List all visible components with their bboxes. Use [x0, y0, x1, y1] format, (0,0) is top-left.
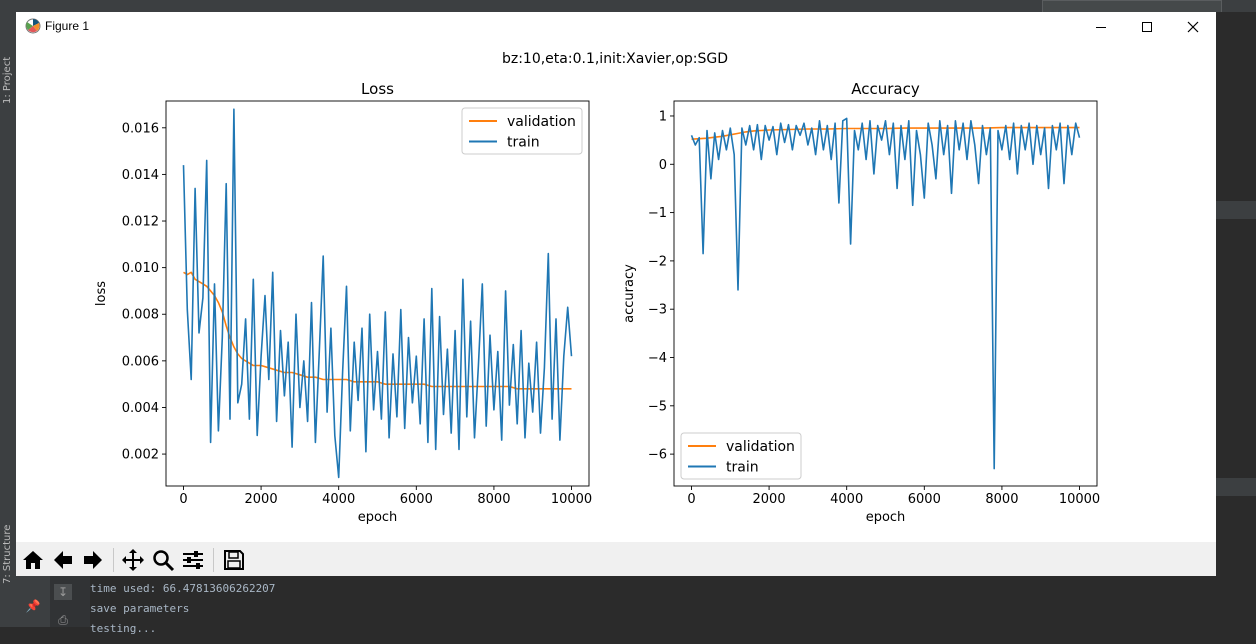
- maximize-icon: [1142, 21, 1152, 32]
- print-icon[interactable]: ⎙: [58, 613, 68, 627]
- project-tab[interactable]: 1: Project: [2, 56, 13, 104]
- console-line: save parameters: [90, 602, 190, 615]
- x-axis-label: epoch: [358, 510, 398, 525]
- axes-frame: [673, 100, 1098, 487]
- x-tick-label: 6000: [400, 492, 433, 507]
- x-tick-label: 4000: [830, 492, 863, 507]
- figure-window: Figure 1 bz:10,eta:0.1,init:Xavier,op:SG…: [16, 12, 1216, 576]
- ide-right-panel-row: [1216, 201, 1256, 219]
- save-figure-button[interactable]: [219, 545, 249, 574]
- axes-title: Accuracy: [851, 80, 920, 98]
- forward-button[interactable]: [78, 545, 108, 574]
- y-tick-label: 0.012: [122, 215, 159, 230]
- axes-background: [674, 101, 1097, 486]
- scroll-to-end-icon[interactable]: ↧: [54, 584, 72, 600]
- y-tick-label: −4: [648, 351, 667, 366]
- legend-label: validation: [726, 439, 795, 455]
- y-tick-label: 0.004: [122, 401, 159, 416]
- x-tick-label: 10000: [1059, 492, 1100, 507]
- y-tick-label: −3: [648, 303, 667, 318]
- forward-icon: [84, 550, 102, 569]
- legend-label: train: [507, 135, 540, 151]
- legend-label: train: [726, 460, 759, 476]
- configure-subplots-button[interactable]: [178, 545, 208, 574]
- y-tick-label: 1: [659, 109, 667, 124]
- x-tick-label: 0: [179, 492, 187, 507]
- y-tick-label: 0.014: [122, 168, 159, 183]
- home-icon: [23, 550, 43, 569]
- y-tick-label: 0.016: [122, 121, 159, 136]
- console-tool-column: ↧ ⎙: [50, 576, 90, 627]
- configure-icon: [183, 550, 203, 569]
- minimize-icon: [1096, 26, 1106, 28]
- y-tick-label: 0.010: [122, 261, 159, 276]
- series-line-train: [182, 108, 573, 479]
- y-tick-label: −2: [648, 254, 667, 269]
- console-line: time used: 66.47813606262207: [90, 582, 276, 595]
- x-tick-label: 2000: [753, 492, 786, 507]
- x-tick-label: 4000: [322, 492, 355, 507]
- figure-suptitle: bz:10,eta:0.1,init:Xavier,op:SGD: [502, 51, 728, 67]
- y-tick-label: 0: [659, 158, 667, 173]
- pan-button[interactable]: [118, 545, 148, 574]
- close-button[interactable]: [1170, 12, 1216, 41]
- series-line-train: [690, 117, 1081, 470]
- console-line: testing...: [90, 622, 157, 635]
- pin-icon[interactable]: 📌: [25, 599, 41, 613]
- toolbar-separator: [113, 548, 114, 572]
- zoom-button[interactable]: [148, 545, 178, 574]
- run-console: 📌 ↧ ⎙ time used: 66.47813606262207 save …: [16, 576, 1256, 635]
- x-tick-label: 8000: [477, 492, 510, 507]
- figure-canvas: bz:10,eta:0.1,init:Xavier,op:SGD 0 2000 40…: [94, 51, 1100, 525]
- y-tick-label: 0.006: [122, 354, 159, 369]
- save-icon: [224, 549, 244, 570]
- y-axis-label: loss: [94, 281, 109, 306]
- toolbar-separator: [213, 548, 214, 572]
- zoom-icon: [153, 549, 175, 571]
- y-tick-label: −6: [648, 448, 667, 463]
- back-button[interactable]: [48, 545, 78, 574]
- ide-right-panel-row: [1216, 478, 1256, 496]
- navigation-toolbar: [16, 542, 1216, 576]
- close-icon: [1187, 21, 1199, 32]
- axes-title: Loss: [361, 80, 394, 98]
- maximize-button[interactable]: [1124, 12, 1170, 41]
- y-tick-label: −1: [648, 206, 667, 221]
- matplotlib-logo-icon: [25, 18, 41, 34]
- console-gutter: 📌: [16, 576, 50, 627]
- x-tick-label: 8000: [985, 492, 1018, 507]
- x-tick-label: 6000: [908, 492, 941, 507]
- y-tick-label: −5: [648, 399, 667, 414]
- y-axis-label: accuracy: [622, 264, 637, 323]
- back-icon: [54, 550, 72, 569]
- window-titlebar[interactable]: Figure 1: [16, 12, 1216, 41]
- x-tick-label: 2000: [245, 492, 278, 507]
- structure-tab[interactable]: 7: Structure: [2, 524, 13, 584]
- minimize-button[interactable]: [1078, 12, 1124, 41]
- y-tick-label: 0.002: [122, 448, 159, 463]
- x-tick-label: 0: [687, 492, 695, 507]
- pan-icon: [122, 548, 144, 571]
- y-tick-label: 0.008: [122, 308, 159, 323]
- window-title: Figure 1: [45, 19, 90, 33]
- home-button[interactable]: [18, 545, 48, 574]
- legend-label: validation: [507, 114, 576, 130]
- x-tick-label: 10000: [551, 492, 592, 507]
- axes-frame: [165, 100, 590, 487]
- ide-left-tool-strip: 1: Project 7: Structure: [0, 12, 17, 627]
- x-axis-label: epoch: [866, 510, 906, 525]
